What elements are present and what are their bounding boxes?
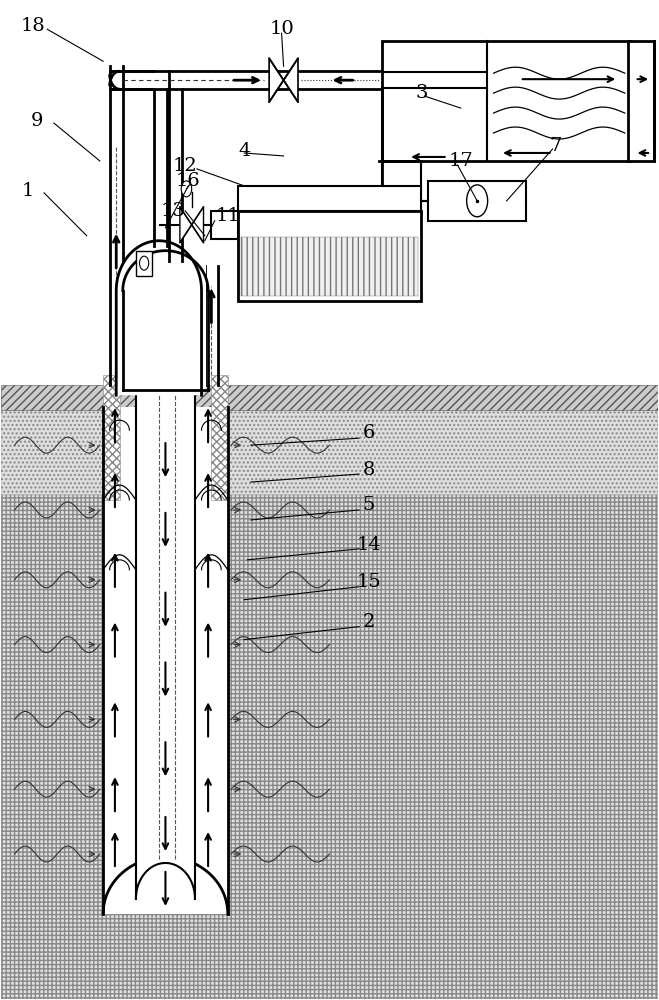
Text: 4: 4 (238, 142, 250, 160)
Text: 13: 13 (161, 202, 186, 220)
Text: 17: 17 (448, 152, 473, 170)
Polygon shape (180, 207, 192, 243)
Bar (628, 41, 654, 161)
Text: 3: 3 (415, 84, 428, 102)
Text: 5: 5 (362, 496, 375, 514)
Text: 12: 12 (173, 157, 198, 175)
Bar (1, 495, 658, 999)
Bar (103, 375, 119, 500)
Text: 7: 7 (550, 137, 562, 155)
Bar (1, 410, 658, 495)
Polygon shape (192, 207, 204, 243)
Polygon shape (269, 58, 283, 102)
Text: 1: 1 (22, 182, 34, 200)
Text: 8: 8 (362, 461, 375, 479)
Text: 2: 2 (362, 613, 375, 631)
Bar (1, 1, 658, 385)
Text: 15: 15 (357, 573, 382, 591)
Text: 9: 9 (31, 112, 43, 130)
Bar (212, 211, 238, 239)
Bar (238, 211, 421, 301)
Bar (1, 385, 658, 410)
Bar (428, 181, 527, 221)
Polygon shape (283, 58, 298, 102)
Circle shape (140, 256, 149, 270)
Text: 6: 6 (362, 424, 375, 442)
Text: 11: 11 (215, 207, 240, 225)
Text: 18: 18 (20, 17, 45, 35)
Bar (136, 375, 195, 899)
Bar (136, 251, 152, 276)
Bar (125, 251, 206, 390)
Bar (241, 237, 418, 296)
Bar (109, 71, 382, 89)
Polygon shape (116, 241, 202, 395)
Circle shape (181, 181, 192, 197)
Bar (382, 41, 631, 161)
Bar (152, 241, 165, 395)
Bar (238, 186, 421, 211)
Text: 16: 16 (176, 172, 201, 190)
Text: 14: 14 (357, 536, 382, 554)
Text: 10: 10 (270, 20, 294, 38)
Circle shape (467, 185, 488, 217)
Bar (212, 375, 228, 500)
Bar (103, 407, 228, 914)
